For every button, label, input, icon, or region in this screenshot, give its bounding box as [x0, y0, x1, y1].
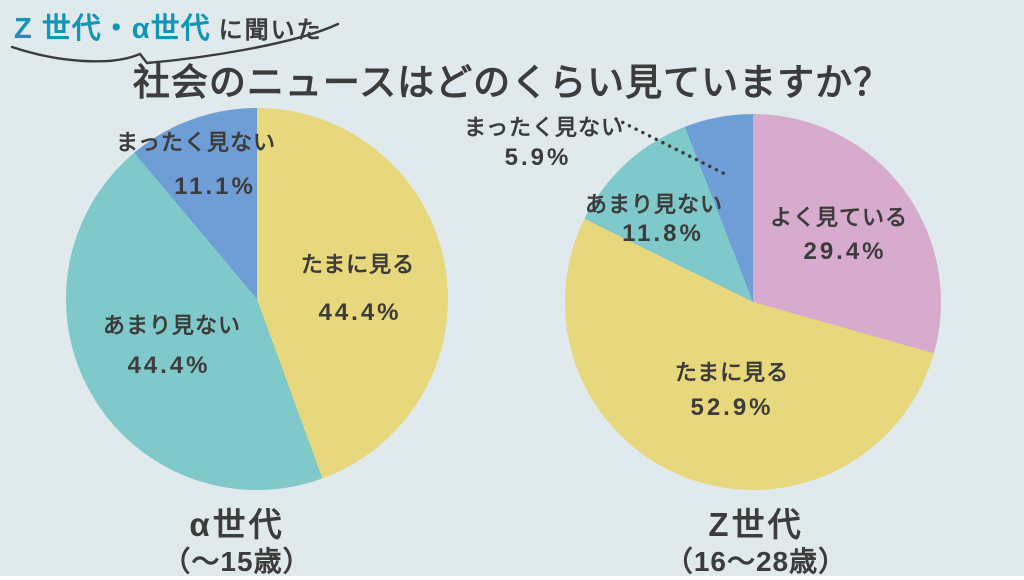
slice-percent: 29.4%	[803, 238, 887, 265]
page-title: 社会のニュースはどのくらい見ていますか？	[132, 62, 892, 103]
slice-label: まったく見ない	[463, 115, 625, 140]
slice-label: たまに見る	[300, 252, 416, 277]
header-highlight-text: Z 世代・α世代	[14, 13, 211, 45]
slice-label: たまに見る	[674, 360, 790, 385]
pie-z-generation	[565, 114, 941, 490]
slice-label: まったく見ない	[115, 130, 277, 155]
slice-label: よく見ている	[769, 205, 908, 230]
slice-percent: 11.8%	[622, 220, 704, 247]
pie-alpha-generation	[66, 108, 448, 490]
pie-caption: Z世代	[708, 506, 804, 543]
slice-percent: 5.9%	[504, 144, 572, 171]
pie-caption: α世代	[189, 506, 285, 543]
pie-caption-sub: （～15歳）	[162, 546, 312, 577]
slice-percent: 52.9%	[690, 394, 774, 421]
pie-caption-sub: （16～28歳）	[664, 546, 848, 577]
slice-percent: 44.4%	[318, 299, 402, 326]
slice-label: あまり見ない	[102, 313, 241, 338]
page-header: Z 世代・α世代 に聞いた	[14, 5, 323, 47]
slice-percent: 44.4%	[127, 352, 211, 379]
slice-label: あまり見ない	[584, 192, 723, 217]
slice-percent: 11.1%	[174, 173, 256, 200]
header-suffix-text: に聞いた	[218, 17, 323, 44]
